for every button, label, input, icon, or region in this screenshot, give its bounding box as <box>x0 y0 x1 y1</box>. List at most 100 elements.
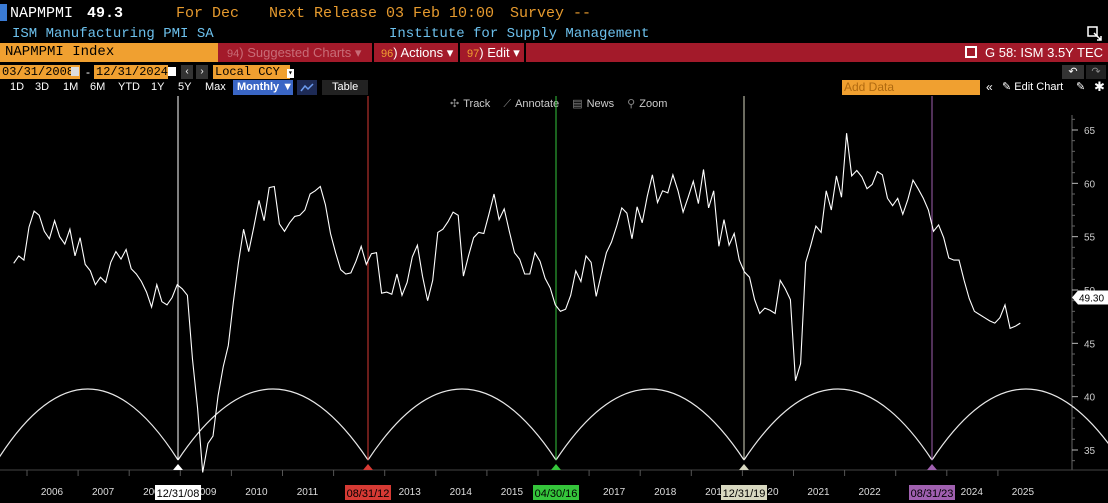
survey-label: Survey -- <box>510 5 592 22</box>
security-description-row: ISM Manufacturing PMI SA Institute for S… <box>0 26 1108 43</box>
next-period-button[interactable]: › <box>196 65 208 79</box>
x-tick-label: 2021 <box>807 487 830 498</box>
edit-chart-button[interactable]: ✎ Edit Chart <box>1002 80 1063 93</box>
period-button-ytd[interactable]: YTD <box>118 81 140 93</box>
next-release: Next Release 03 Feb 10:00 <box>269 5 495 22</box>
collapse-icon[interactable]: « <box>986 80 993 94</box>
x-tick-label: 2006 <box>41 487 64 498</box>
period-label: For Dec <box>176 5 240 22</box>
x-tick-label: 2017 <box>603 487 626 498</box>
cycle-marker-badge <box>909 485 955 500</box>
cycle-arc <box>931 388 1108 461</box>
menu-separator <box>524 43 526 62</box>
period-button-max[interactable]: Max <box>205 81 226 93</box>
undo-button[interactable]: ↶ <box>1062 65 1084 79</box>
cycle-arc <box>0 388 179 461</box>
edit-label: Edit <box>487 45 510 60</box>
chart-title-link[interactable]: G 58: ISM 3.5Y TEC <box>964 43 1103 62</box>
zoom-icon: ⚲ <box>627 98 636 110</box>
cycle-marker-arrow <box>927 464 937 470</box>
cycle-marker-arrow <box>551 464 561 470</box>
news-button[interactable]: News <box>586 98 615 110</box>
ticker[interactable]: NAPMPMI <box>10 5 74 22</box>
x-tick-label: 2011 <box>297 487 319 498</box>
cycle-marker-badge <box>533 485 579 500</box>
period-button-1y[interactable]: 1Y <box>151 81 165 93</box>
y-tick-label: 45 <box>1084 339 1096 350</box>
frequency-select[interactable]: Monthly ▼ <box>233 80 293 95</box>
cycle-marker-arrow <box>739 464 749 470</box>
menu-number: 96 <box>381 48 394 60</box>
crosshair-icon: ✣ <box>450 98 460 110</box>
start-date-input[interactable]: 03/31/2008 <box>0 65 80 79</box>
security-header: NAPMPMI 49.3 For Dec Next Release 03 Feb… <box>0 0 1108 26</box>
export-icon[interactable] <box>1087 26 1103 42</box>
suggested-charts-label: Suggested Charts <box>247 45 352 60</box>
chart-title: G 58: ISM 3.5Y TEC <box>984 45 1103 60</box>
pmi-series-line <box>13 133 1021 473</box>
cycle-marker-badge <box>345 485 391 500</box>
x-tick-label: 2019 <box>705 487 728 498</box>
pencil-icon: ✎ <box>1002 81 1012 93</box>
cycle-marker-label: 04/30/16 <box>535 488 578 500</box>
security-input[interactable]: NAPMPMI Index <box>0 43 218 62</box>
x-tick-label: 2018 <box>654 487 677 498</box>
period-button-6m[interactable]: 6M <box>90 81 106 93</box>
table-button[interactable]: Table <box>322 80 368 95</box>
x-tick-label: 2009 <box>194 487 217 498</box>
annotate-button[interactable]: Annotate <box>515 98 560 110</box>
actions-menu[interactable]: 96) Actions ▾ <box>381 45 454 60</box>
currency-value: Local CCY <box>215 65 280 79</box>
annotate-icon: ⟋ <box>503 98 512 110</box>
track-button[interactable]: Track <box>463 98 491 110</box>
x-tick-label: 2014 <box>450 487 473 498</box>
x-tick-label: 2024 <box>961 487 984 498</box>
x-tick-label: 2010 <box>245 487 268 498</box>
cycle-marker-label: 08/31/23 <box>911 488 954 500</box>
cycle-arc <box>743 388 933 461</box>
period-button-5y[interactable]: 5Y <box>178 81 192 93</box>
cycle-marker-label: 12/31/19 <box>723 488 766 500</box>
gear-icon[interactable]: ✱ <box>1094 79 1105 94</box>
suggested-charts-menu[interactable]: 94) Suggested Charts ▾ <box>227 45 362 60</box>
menu-number: 94 <box>227 48 240 60</box>
calendar-icon[interactable] <box>71 67 79 76</box>
period-button-3d[interactable]: 3D <box>35 81 50 93</box>
currency-select[interactable]: Local CCY ▾ <box>213 65 294 79</box>
annotate-pencil-icon[interactable]: ✎ <box>1076 81 1086 93</box>
cycle-marker-arrow <box>363 464 373 470</box>
cycle-marker-label: 08/31/12 <box>347 488 390 500</box>
x-tick-label: 2008 <box>143 487 166 498</box>
end-date-input[interactable]: 12/31/2024 <box>94 65 169 79</box>
y-tick-label: 40 <box>1084 393 1096 404</box>
date-separator: - <box>86 65 90 79</box>
cycle-arc <box>177 388 369 461</box>
menu-separator <box>372 43 374 62</box>
edit-menu[interactable]: 97) Edit ▾ <box>467 45 520 60</box>
zoom-button[interactable]: Zoom <box>639 98 668 110</box>
security-description: ISM Manufacturing PMI SA <box>12 26 214 42</box>
calendar-icon[interactable] <box>168 67 176 76</box>
period-button-1m[interactable]: 1M <box>63 81 79 93</box>
new-window-icon[interactable] <box>964 46 977 58</box>
last-value-tag-label: 49.30 <box>1079 293 1104 304</box>
cycle-marker-label: 12/31/08 <box>157 488 200 500</box>
add-data-input[interactable]: Add Data <box>842 80 980 95</box>
cycle-marker-arrow <box>173 464 183 470</box>
redo-button[interactable]: ↷ <box>1086 65 1106 79</box>
line-chart-icon[interactable] <box>297 80 317 95</box>
period-toolbar: 1D 3D 1M 6M YTD 1Y 5Y Max Monthly ▼ Tabl… <box>0 79 1108 96</box>
cycle-marker-badge <box>155 485 201 500</box>
cycle-marker-badge <box>721 485 767 500</box>
date-range-bar: 03/31/2008 - 12/31/2024 ‹ › Local CCY ▾ … <box>0 64 1108 80</box>
cycle-arc <box>367 388 557 461</box>
news-icon: ▤ <box>572 98 583 110</box>
x-tick-label: 2007 <box>92 487 115 498</box>
period-button-1d[interactable]: 1D <box>10 81 25 93</box>
x-tick-label: 2020 <box>756 487 779 498</box>
last-value: 49.3 <box>87 5 124 22</box>
x-tick-label: 2013 <box>399 487 422 498</box>
menu-separator <box>458 43 460 62</box>
previous-period-button[interactable]: ‹ <box>181 65 193 79</box>
chart[interactable]: 3540455055606520062007200820092010201120… <box>0 96 1108 503</box>
